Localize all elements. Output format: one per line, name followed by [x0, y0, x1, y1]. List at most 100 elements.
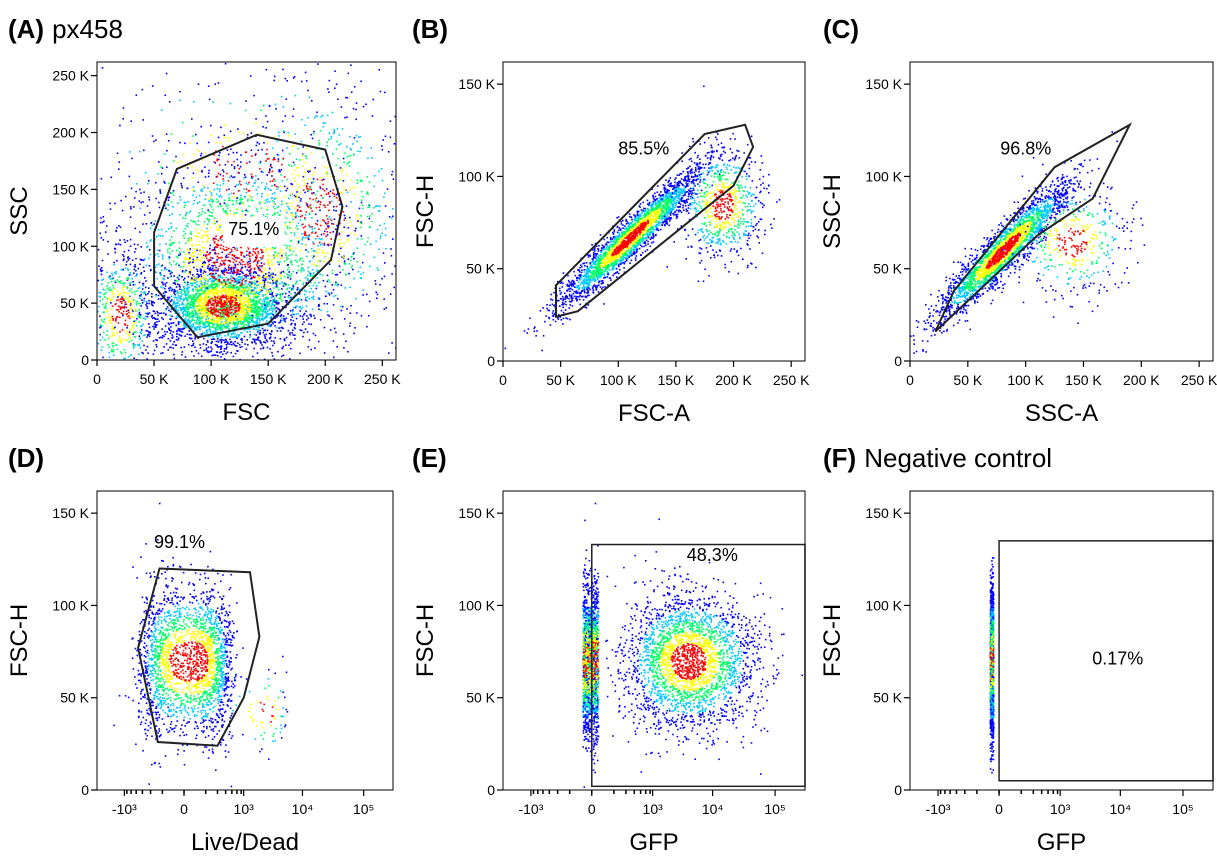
event-dot	[228, 199, 230, 202]
event-dot	[234, 327, 237, 329]
event-dot	[326, 280, 329, 283]
event-dot	[258, 265, 261, 267]
event-dot	[208, 210, 211, 213]
event-dot	[222, 286, 224, 289]
event-dot	[344, 116, 346, 119]
event-dot	[328, 209, 330, 212]
event-dot	[239, 273, 241, 275]
event-dot	[114, 281, 117, 284]
event-dot	[338, 233, 341, 236]
event-dot	[169, 239, 171, 241]
event-dot	[255, 296, 258, 298]
event-dot	[381, 277, 383, 280]
event-dot	[288, 164, 290, 166]
event-dot	[332, 288, 335, 291]
event-dot	[175, 304, 177, 307]
event-dot	[186, 322, 188, 325]
event-dot	[269, 168, 271, 170]
event-dot	[155, 294, 158, 296]
event-dot	[264, 329, 266, 331]
event-dot	[249, 262, 251, 265]
event-dot	[243, 256, 246, 258]
event-dot	[224, 300, 227, 303]
event-dot	[230, 308, 233, 311]
event-dot	[206, 267, 209, 269]
event-dot	[203, 254, 205, 257]
event-dot	[245, 289, 247, 292]
event-dot	[288, 344, 290, 346]
event-dot	[199, 309, 202, 312]
event-dot	[155, 325, 157, 327]
event-dot	[232, 261, 235, 264]
event-dot	[262, 281, 265, 283]
event-dot	[181, 289, 184, 292]
event-dot	[326, 274, 329, 277]
event-dot	[271, 262, 273, 264]
event-dot	[307, 270, 310, 273]
event-dot	[346, 308, 348, 310]
event-dot	[269, 293, 271, 295]
event-dot	[222, 182, 225, 185]
event-dot	[183, 251, 185, 253]
event-dot	[362, 271, 365, 274]
event-dot	[381, 148, 384, 151]
event-dot	[204, 166, 206, 168]
event-dot	[184, 313, 187, 315]
event-dot	[292, 77, 295, 79]
event-dot	[272, 322, 274, 325]
event-dot	[240, 246, 242, 249]
event-dot	[199, 344, 201, 346]
event-dot	[282, 315, 285, 317]
event-dot	[299, 215, 302, 218]
event-dot	[185, 253, 187, 255]
event-dot	[174, 279, 176, 282]
event-dot	[257, 149, 259, 152]
event-dot	[308, 285, 311, 287]
event-dot	[346, 163, 348, 165]
event-dot	[273, 342, 276, 344]
event-dot	[251, 305, 253, 308]
event-dot	[194, 279, 196, 281]
event-dot	[208, 311, 210, 314]
event-dot	[232, 323, 234, 325]
event-dot	[189, 253, 192, 255]
event-dot	[304, 217, 306, 219]
event-dot	[323, 233, 325, 235]
event-dot	[265, 286, 267, 289]
event-dot	[341, 168, 343, 170]
event-dot	[218, 296, 220, 298]
event-dot	[291, 288, 293, 290]
event-dot	[119, 239, 121, 241]
event-dot	[229, 199, 231, 201]
event-dot	[121, 296, 123, 298]
event-dot	[169, 346, 171, 349]
event-dot	[268, 271, 270, 274]
event-dot	[223, 310, 225, 313]
event-dot	[188, 271, 191, 273]
event-dot	[241, 198, 243, 200]
event-dot	[164, 287, 166, 290]
event-dot	[173, 353, 175, 356]
event-dot	[212, 277, 215, 280]
event-dot	[182, 328, 185, 330]
event-dot	[314, 347, 316, 349]
event-dot	[206, 241, 209, 244]
event-dot	[145, 304, 147, 306]
event-dot	[246, 307, 248, 310]
event-dot	[341, 169, 344, 172]
event-dot	[209, 320, 212, 322]
event-dot	[230, 301, 233, 304]
event-dot	[201, 308, 203, 311]
event-dot	[246, 311, 248, 313]
event-dot	[259, 339, 261, 342]
event-dot	[200, 299, 203, 302]
event-dot	[182, 235, 185, 237]
event-dot	[168, 309, 170, 312]
event-dot	[266, 273, 269, 275]
event-dot	[181, 270, 184, 273]
event-dot	[301, 329, 303, 332]
event-dot	[257, 186, 260, 188]
event-dot	[286, 244, 289, 247]
event-dot	[139, 263, 141, 266]
event-dot	[256, 305, 259, 308]
